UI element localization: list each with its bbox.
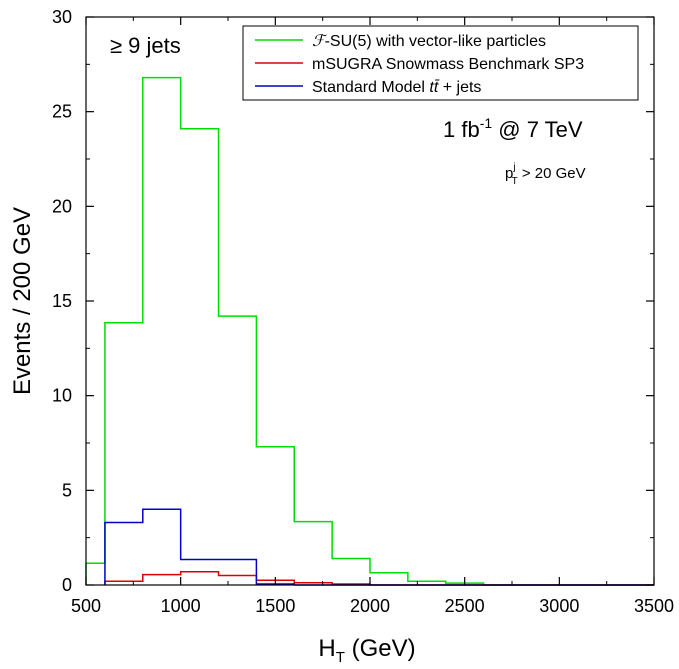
legend-label-fsu5: ℱ-SU(5) with vector-like particles: [312, 31, 546, 50]
y-tick-label: 20: [52, 196, 72, 216]
luminosity-annotation: 1 fb-1 @ 7 TeV: [443, 115, 583, 142]
x-tick-label: 3500: [634, 596, 674, 616]
y-tick-label: 0: [62, 575, 72, 595]
x-tick-label: 1000: [161, 596, 201, 616]
x-tick-label: 1500: [255, 596, 295, 616]
legend-label-sm: Standard Model tt̄ + jets: [312, 79, 481, 96]
y-tick-label: 10: [52, 386, 72, 406]
jets-annotation: ≥ 9 jets: [110, 33, 181, 58]
y-tick-label: 25: [52, 102, 72, 122]
series-line-2: [104, 508, 296, 585]
x-tick-label: 500: [71, 596, 101, 616]
legend-label-msugra: mSUGRA Snowmass Benchmark SP3: [312, 56, 584, 73]
pt-cut-annotation: pj T > 20 GeV: [505, 162, 586, 187]
series-line-0: [85, 76, 485, 585]
x-tick-label: 2500: [445, 596, 485, 616]
x-axis-title: HT (GeV): [318, 635, 415, 664]
y-tick-label: 30: [52, 7, 72, 27]
x-tick-label: 2000: [350, 596, 390, 616]
y-tick-label: 15: [52, 291, 72, 311]
y-axis-title: Events / 200 GeV: [9, 207, 36, 395]
plot-frame: [85, 16, 655, 586]
legend: ℱ-SU(5) with vector-like particles mSUGR…: [242, 25, 639, 101]
x-tick-label: 3000: [539, 596, 579, 616]
y-tick-label: 5: [62, 480, 72, 500]
legend-box: [242, 25, 639, 101]
series-line-1: [104, 570, 371, 585]
